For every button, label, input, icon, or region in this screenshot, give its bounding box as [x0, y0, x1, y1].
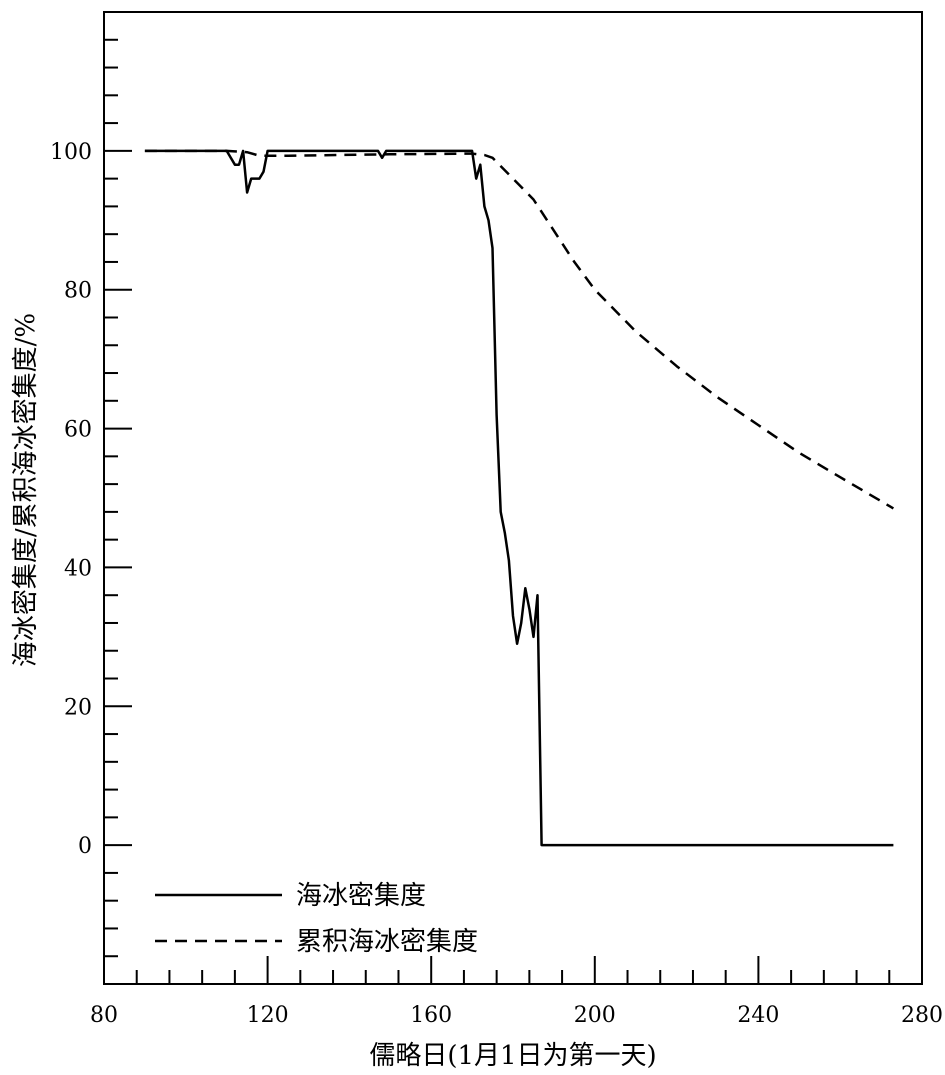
legend-label-cumulative-sea-ice-concentration: 累积海冰密集度: [296, 927, 478, 957]
x-tick-label: 240: [737, 1003, 779, 1028]
series-lines: [144, 149, 895, 847]
y-tick-label: 40: [64, 556, 92, 581]
x-tick-label: 160: [410, 1003, 452, 1028]
y-tick-label: 60: [64, 418, 92, 443]
series-line-cumulative: [144, 149, 895, 510]
y-tick-label: 0: [78, 834, 92, 859]
legend-label-sea-ice-concentration: 海冰密集度: [296, 881, 426, 911]
legend: 海冰密集度 累积海冰密集度: [155, 881, 478, 957]
x-tick-label: 200: [574, 1003, 616, 1028]
y-axis-ticks: 0 20 40 60 80 100: [50, 38, 132, 958]
plot-frame: [103, 11, 923, 985]
x-tick-label: 280: [901, 1003, 943, 1028]
x-axis-ticks: 80 120 160 200 240 280: [90, 956, 943, 1028]
y-axis-label: 海冰密集度/累积海冰密集度/%: [11, 313, 41, 667]
series-line-concentration: [144, 149, 894, 847]
y-tick-label: 80: [64, 279, 92, 304]
x-axis-label: 儒略日(1月1日为第一天): [369, 1041, 656, 1071]
x-tick-label: 80: [90, 1003, 118, 1028]
x-tick-label: 120: [247, 1003, 289, 1028]
y-tick-label: 100: [50, 140, 92, 165]
y-tick-label: 20: [64, 695, 92, 720]
